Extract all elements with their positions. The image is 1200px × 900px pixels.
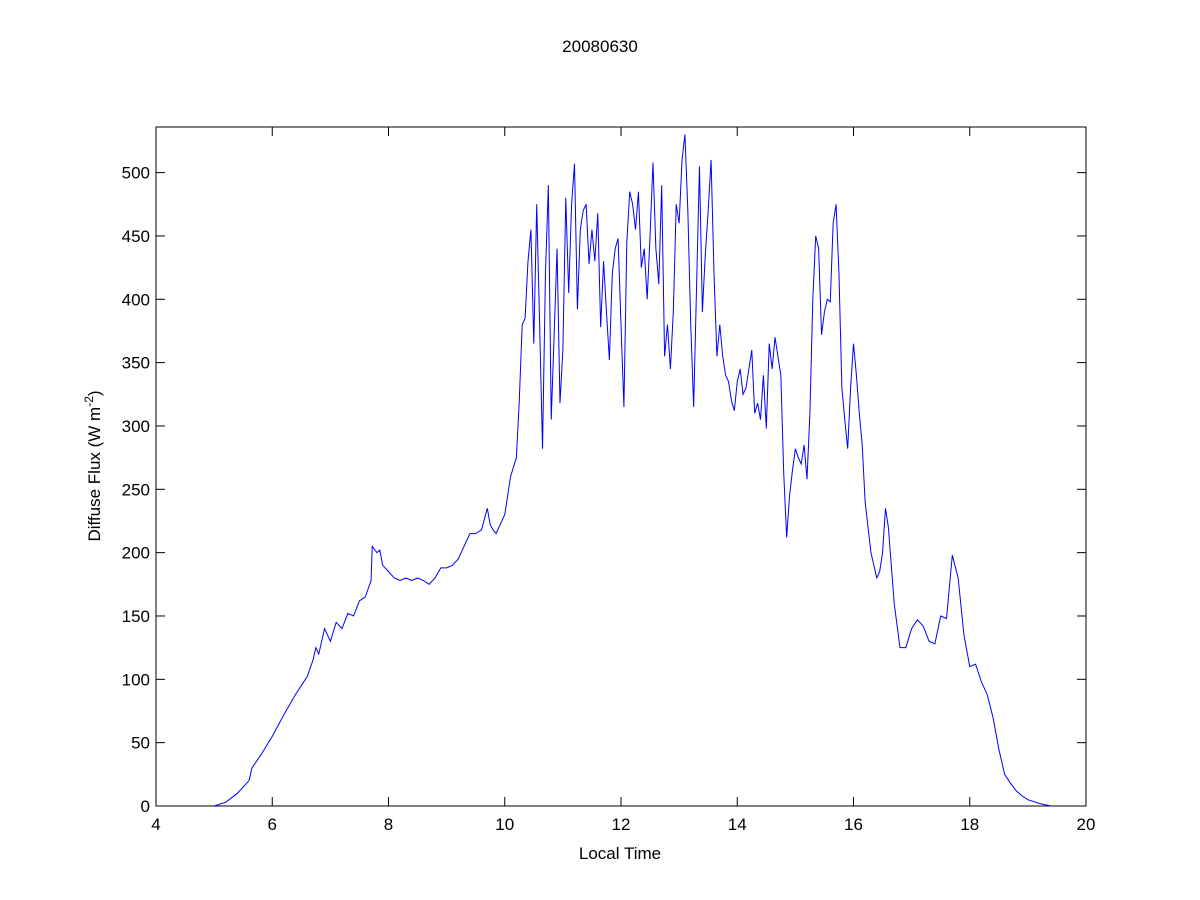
y-tick-label: 350	[122, 354, 150, 373]
data-line	[213, 134, 1052, 807]
y-tick-label: 0	[141, 797, 150, 816]
x-tick-label: 12	[612, 815, 631, 834]
x-tick-label: 14	[728, 815, 747, 834]
plot-frame	[155, 126, 1087, 807]
y-label-close: )	[85, 390, 104, 396]
y-tick-label: 200	[122, 544, 150, 563]
x-tick-label: 20	[1077, 815, 1096, 834]
x-tick-label: 10	[495, 815, 514, 834]
y-tick-label: 400	[122, 290, 150, 309]
y-label-text: Diffuse Flux (W m	[85, 407, 104, 542]
y-tick-label: 150	[122, 607, 150, 626]
x-axis-label: Local Time	[579, 844, 661, 863]
y-label-exponent: -2	[82, 396, 96, 407]
y-tick-label: 50	[131, 734, 150, 753]
x-tick-label: 16	[844, 815, 863, 834]
x-tick-label: 18	[960, 815, 979, 834]
y-axis-label: Diffuse Flux (W m-2)	[82, 390, 104, 541]
y-tick-label: 250	[122, 480, 150, 499]
x-tick-label: 8	[384, 815, 393, 834]
x-tick-label: 4	[151, 815, 160, 834]
y-tick-label: 100	[122, 670, 150, 689]
y-tick-label: 300	[122, 417, 150, 436]
y-tick-label: 450	[122, 227, 150, 246]
chart-title: 20080630	[562, 37, 638, 56]
x-tick-label: 6	[268, 815, 277, 834]
y-tick-label: 500	[122, 164, 150, 183]
